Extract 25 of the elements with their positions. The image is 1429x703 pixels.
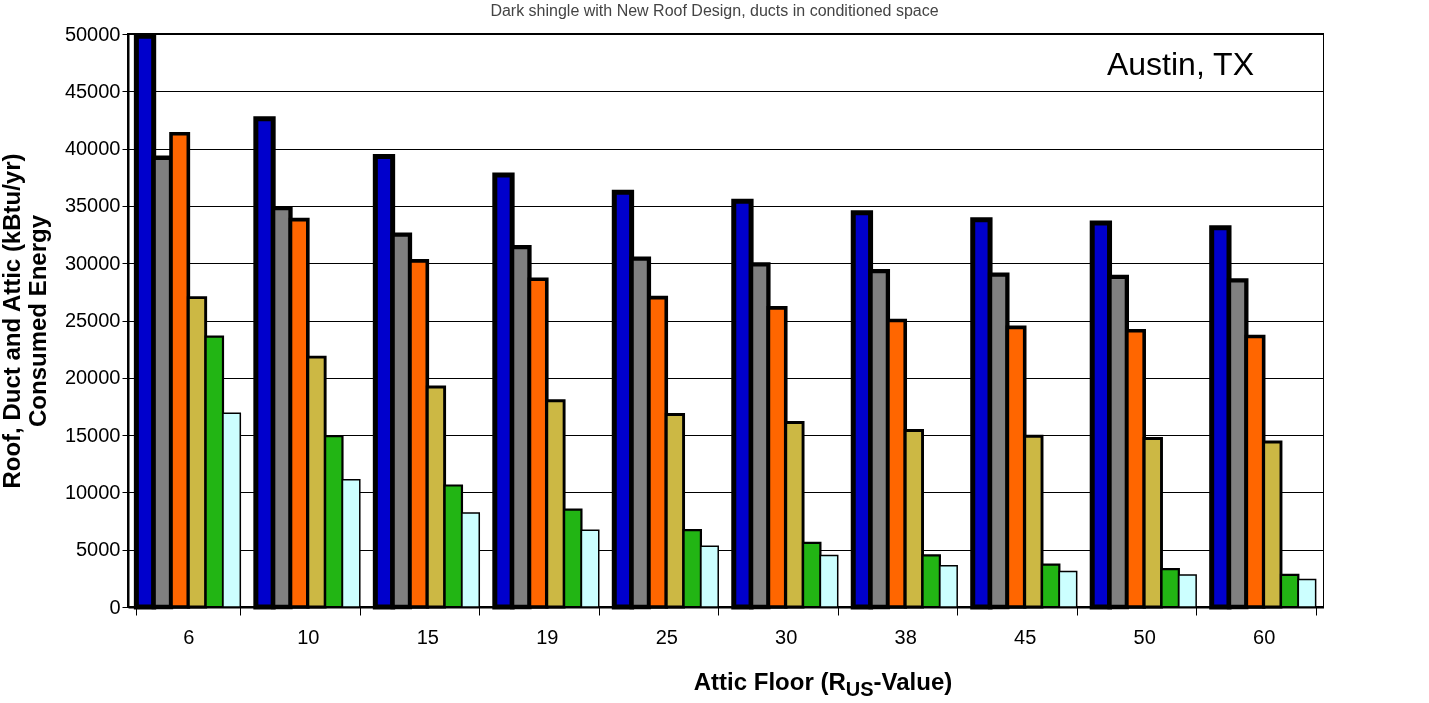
y-tick-label: 30000: [64, 251, 121, 274]
y-tick-label: 20000: [64, 366, 121, 389]
y-tick-label: 0: [109, 595, 121, 618]
x-tick-label: 15: [416, 625, 439, 648]
x-tick-label: 38: [894, 625, 917, 648]
y-tick-label: 35000: [64, 194, 121, 217]
y-tick-label: 15000: [64, 423, 121, 446]
y-tick-label: 5000: [76, 538, 121, 561]
x-tick-label: 60: [1253, 625, 1276, 648]
y-tick-label: 40000: [64, 137, 121, 160]
x-tick-label: 6: [183, 625, 195, 648]
x-tick-label: 45: [1014, 625, 1037, 648]
x-tick-label: 19: [536, 625, 559, 648]
y-tick-label: 10000: [64, 480, 121, 503]
x-tick-label: 50: [1133, 625, 1156, 648]
x-tick-label: 30: [775, 625, 798, 648]
x-tick-label: 10: [297, 625, 320, 648]
x-tick-label: 25: [655, 625, 678, 648]
annotation: Austin, TX: [1106, 46, 1254, 82]
y-tick-label: 50000: [64, 22, 121, 45]
chart-title: Dark shingle with New Roof Design, ducts in conditioned space: [489, 2, 940, 20]
y-tick-label: 45000: [64, 79, 121, 102]
x-axis-title: Attic Floor (R$_{US}$-Value): [692, 668, 954, 701]
y-tick-label: 25000: [64, 309, 121, 331]
y-axis-title: Roof, Duct and Attic (kBtu/yr) Consumed Energy: [0, 153, 51, 489]
